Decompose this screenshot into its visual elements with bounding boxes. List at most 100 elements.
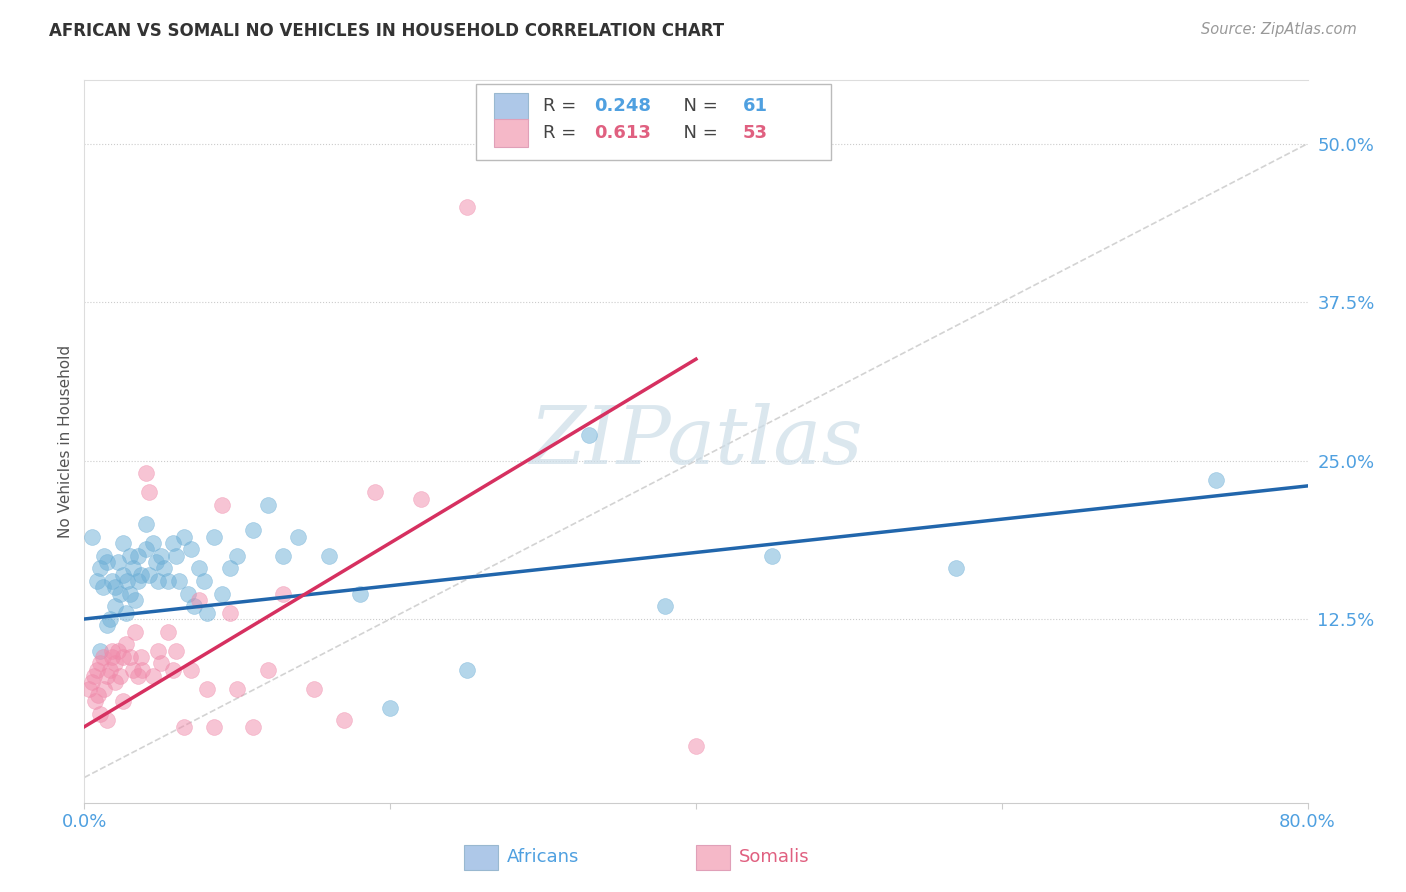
Point bbox=[129, 567, 152, 582]
Point bbox=[124, 593, 146, 607]
Text: Somalis: Somalis bbox=[738, 848, 810, 866]
Text: 0.248: 0.248 bbox=[595, 97, 651, 115]
Point bbox=[107, 555, 129, 569]
Point bbox=[318, 549, 340, 563]
Point bbox=[114, 637, 136, 651]
Point bbox=[333, 714, 356, 728]
Point bbox=[287, 530, 309, 544]
Point bbox=[364, 485, 387, 500]
Point bbox=[135, 467, 157, 481]
Point bbox=[89, 657, 111, 671]
Text: 61: 61 bbox=[742, 97, 768, 115]
Point bbox=[138, 485, 160, 500]
Point bbox=[183, 599, 205, 614]
Point bbox=[87, 688, 110, 702]
Point bbox=[142, 669, 165, 683]
Point bbox=[271, 587, 294, 601]
Point bbox=[380, 700, 402, 714]
Point bbox=[193, 574, 215, 588]
Point bbox=[96, 669, 118, 683]
Point bbox=[456, 663, 478, 677]
Point bbox=[218, 606, 240, 620]
Point bbox=[211, 587, 233, 601]
Point bbox=[195, 681, 218, 696]
Point bbox=[226, 681, 249, 696]
Point bbox=[146, 643, 169, 657]
Point bbox=[91, 650, 114, 665]
Text: AFRICAN VS SOMALI NO VEHICLES IN HOUSEHOLD CORRELATION CHART: AFRICAN VS SOMALI NO VEHICLES IN HOUSEHO… bbox=[49, 22, 724, 40]
Point bbox=[96, 555, 118, 569]
Point bbox=[111, 567, 134, 582]
Point bbox=[202, 720, 225, 734]
Point bbox=[101, 643, 124, 657]
Point bbox=[157, 624, 180, 639]
Point bbox=[114, 606, 136, 620]
Point bbox=[96, 618, 118, 632]
Point bbox=[98, 663, 121, 677]
Text: Source: ZipAtlas.com: Source: ZipAtlas.com bbox=[1201, 22, 1357, 37]
Point bbox=[180, 542, 202, 557]
Point bbox=[302, 681, 325, 696]
Point bbox=[1205, 473, 1227, 487]
FancyBboxPatch shape bbox=[494, 93, 529, 120]
Point bbox=[142, 536, 165, 550]
Text: 53: 53 bbox=[742, 124, 768, 142]
FancyBboxPatch shape bbox=[475, 84, 831, 160]
Point bbox=[108, 669, 131, 683]
Point bbox=[138, 567, 160, 582]
Point bbox=[86, 574, 108, 588]
Point bbox=[93, 681, 115, 696]
Point bbox=[685, 739, 707, 753]
Point bbox=[96, 714, 118, 728]
Point bbox=[149, 549, 172, 563]
Point bbox=[257, 663, 280, 677]
Point bbox=[107, 643, 129, 657]
Point bbox=[135, 542, 157, 557]
Point bbox=[167, 574, 190, 588]
Point bbox=[104, 580, 127, 594]
Point bbox=[761, 549, 783, 563]
Point bbox=[111, 650, 134, 665]
Point bbox=[195, 606, 218, 620]
Point bbox=[135, 516, 157, 531]
Text: 0.613: 0.613 bbox=[595, 124, 651, 142]
Point bbox=[127, 574, 149, 588]
Point bbox=[409, 491, 432, 506]
Point bbox=[104, 675, 127, 690]
Point bbox=[242, 523, 264, 537]
Point bbox=[120, 549, 142, 563]
Point bbox=[149, 657, 172, 671]
Point bbox=[104, 657, 127, 671]
Point bbox=[945, 561, 967, 575]
Point bbox=[101, 574, 124, 588]
Point bbox=[89, 707, 111, 722]
Point bbox=[145, 555, 167, 569]
Point bbox=[162, 536, 184, 550]
Point bbox=[111, 536, 134, 550]
Text: N =: N = bbox=[672, 97, 723, 115]
Point bbox=[226, 549, 249, 563]
Point bbox=[77, 681, 100, 696]
Point bbox=[124, 624, 146, 639]
Point bbox=[122, 663, 145, 677]
Point bbox=[83, 669, 105, 683]
Point bbox=[188, 593, 211, 607]
Point bbox=[80, 530, 103, 544]
Point bbox=[101, 650, 124, 665]
Point bbox=[127, 549, 149, 563]
Point bbox=[165, 549, 187, 563]
Point bbox=[188, 561, 211, 575]
Point bbox=[115, 574, 138, 588]
Point bbox=[80, 675, 103, 690]
Point bbox=[146, 574, 169, 588]
Point bbox=[218, 561, 240, 575]
Point bbox=[89, 561, 111, 575]
Point bbox=[120, 587, 142, 601]
Point bbox=[84, 694, 107, 708]
Point bbox=[86, 663, 108, 677]
Point bbox=[173, 720, 195, 734]
Point bbox=[165, 643, 187, 657]
Point bbox=[578, 428, 600, 442]
Point bbox=[162, 663, 184, 677]
Point bbox=[173, 530, 195, 544]
